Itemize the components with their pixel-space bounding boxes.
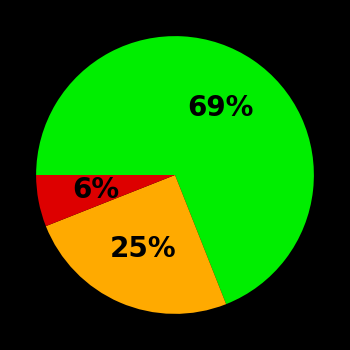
Text: 25%: 25% (110, 235, 176, 263)
Wedge shape (36, 36, 314, 304)
Text: 6%: 6% (72, 176, 119, 204)
Wedge shape (36, 175, 175, 226)
Text: 69%: 69% (187, 94, 253, 122)
Wedge shape (46, 175, 226, 314)
